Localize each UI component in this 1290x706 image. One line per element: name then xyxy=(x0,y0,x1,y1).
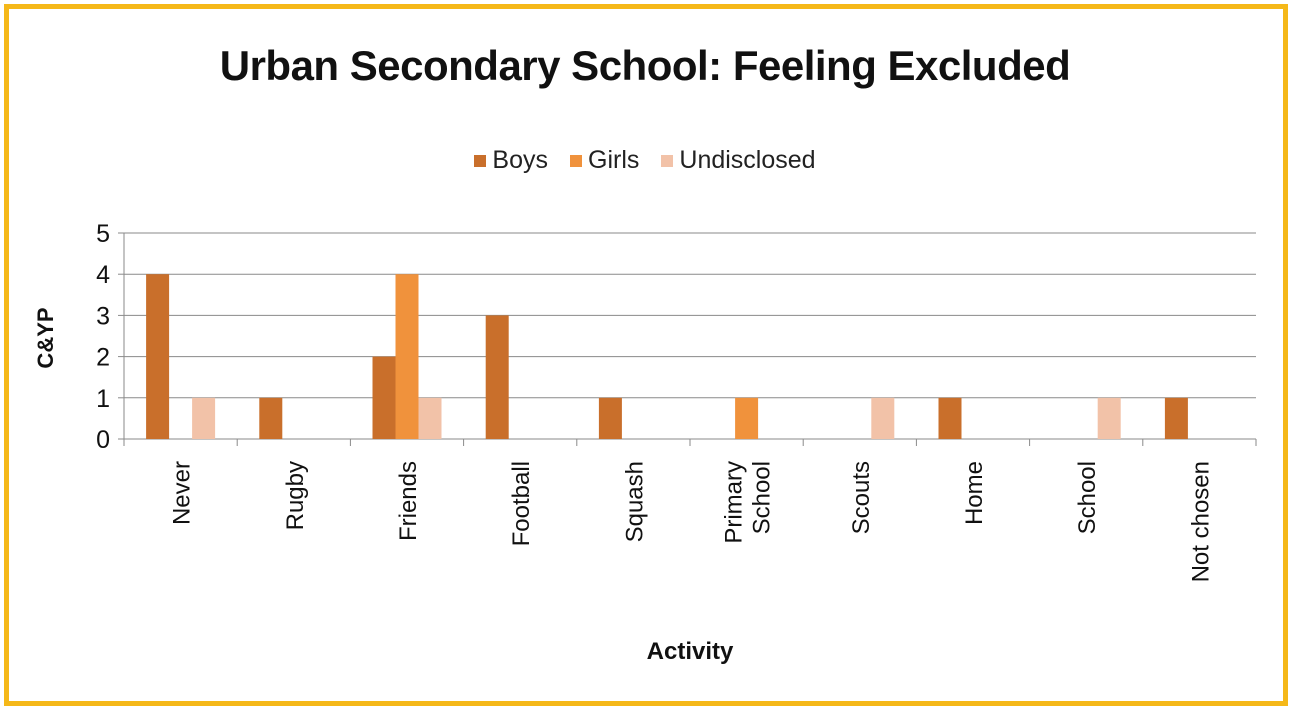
legend-label-boys: Boys xyxy=(492,146,548,174)
x-tick-label-line: Not chosen xyxy=(1187,461,1214,582)
legend-label-girls: Girls xyxy=(588,146,640,174)
legend-label-undisclosed: Undisclosed xyxy=(679,146,816,174)
bar-boys-rugby xyxy=(259,397,283,439)
bar-undisclosed-never xyxy=(192,397,216,439)
x-tick-label-line: Friends xyxy=(395,461,422,541)
x-tick-label-line: Home xyxy=(961,461,988,525)
chart-legend: Boys Girls Undisclosed xyxy=(0,146,1290,175)
x-tick-label-line: Primary xyxy=(721,461,748,544)
x-tick-label-football: Football xyxy=(508,461,535,546)
legend-swatch-undisclosed xyxy=(661,154,674,167)
bar-undisclosed-friends xyxy=(418,397,442,439)
bar-boys-never xyxy=(146,274,170,439)
legend-item-undisclosed: Undisclosed xyxy=(661,146,816,175)
y-tick-label: 1 xyxy=(96,385,110,413)
x-tick-label-home: Home xyxy=(961,461,988,525)
bar-undisclosed-scouts xyxy=(871,397,895,439)
legend-swatch-boys xyxy=(474,154,487,167)
x-tick-label-line: School xyxy=(749,461,776,534)
bar-girls-friends xyxy=(395,274,419,439)
x-tick-label-primary-school: PrimarySchool xyxy=(721,461,776,544)
bar-boys-squash xyxy=(598,397,622,439)
bar-boys-home xyxy=(938,397,962,439)
y-tick-label: 5 xyxy=(96,220,110,248)
x-tick-label-line: Squash xyxy=(621,461,648,542)
x-tick-label-line: Scouts xyxy=(848,461,875,534)
bar-girls-primary-school xyxy=(735,397,759,439)
x-tick-label-scouts: Scouts xyxy=(848,461,875,534)
bar-undisclosed-school xyxy=(1097,397,1121,439)
y-axis-label: C&YP xyxy=(33,307,58,369)
x-tick-label-line: School xyxy=(1074,461,1101,534)
legend-item-boys: Boys xyxy=(474,146,548,175)
x-tick-label-never: Never xyxy=(169,461,196,525)
x-tick-label-not-chosen: Not chosen xyxy=(1187,461,1214,582)
legend-item-girls: Girls xyxy=(570,146,639,175)
y-tick-label: 0 xyxy=(96,426,110,454)
x-tick-label-rugby: Rugby xyxy=(282,461,309,530)
x-tick-label-friends: Friends xyxy=(395,461,422,541)
y-tick-label: 2 xyxy=(96,344,110,372)
y-tick-label: 3 xyxy=(96,302,110,330)
chart-frame xyxy=(4,4,1288,706)
x-tick-label-line: Rugby xyxy=(282,461,309,530)
y-tick-label: 4 xyxy=(96,261,110,289)
bar-boys-friends xyxy=(372,356,396,439)
x-tick-label-line: Never xyxy=(169,461,196,525)
chart-title: Urban Secondary School: Feeling Excluded xyxy=(219,42,1071,89)
x-axis-label: Activity xyxy=(646,638,734,665)
bar-boys-football xyxy=(485,315,509,439)
x-tick-label-line: Football xyxy=(508,461,535,546)
bar-boys-not-chosen xyxy=(1164,397,1188,439)
x-tick-label-squash: Squash xyxy=(621,461,648,542)
x-tick-label-school: School xyxy=(1074,461,1101,534)
legend-swatch-girls xyxy=(570,154,582,167)
